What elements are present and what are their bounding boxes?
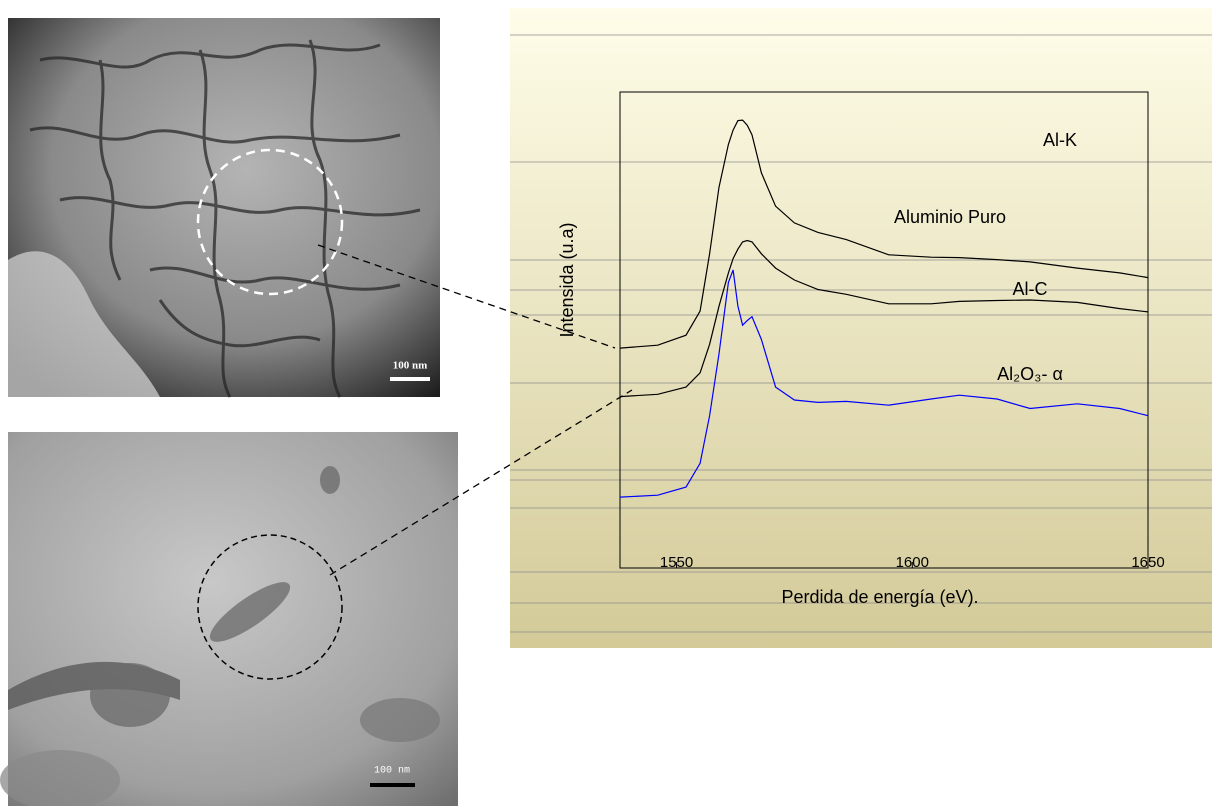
annotation: Al-K — [1043, 130, 1077, 150]
chart-panel — [510, 8, 1212, 648]
x-tick-label: 1650 — [1131, 554, 1164, 571]
series-label: Aluminio Puro — [894, 207, 1006, 227]
scale-label: 100 nm — [393, 360, 428, 372]
scale-bar — [370, 783, 415, 787]
series-label: Al-C — [1013, 279, 1048, 299]
micrograph-top: 100 nm — [8, 18, 440, 397]
x-axis-label: Perdida de energía (eV). — [781, 587, 978, 607]
y-axis-label: Intensida (u.a) — [557, 222, 577, 337]
page: 100 nm 100 nm Perdida de e — [0, 0, 1212, 806]
series-label: Al₂O₃- α — [997, 364, 1063, 384]
x-tick-label: 1550 — [660, 554, 693, 571]
figure: 100 nm 100 nm Perdida de e — [0, 0, 1212, 806]
scale-bar — [390, 377, 430, 381]
panel-background — [510, 8, 1212, 648]
x-tick-label: 1600 — [896, 554, 929, 571]
micrograph-bottom: 100 nm — [0, 432, 458, 806]
scale-label: 100 nm — [374, 766, 410, 777]
